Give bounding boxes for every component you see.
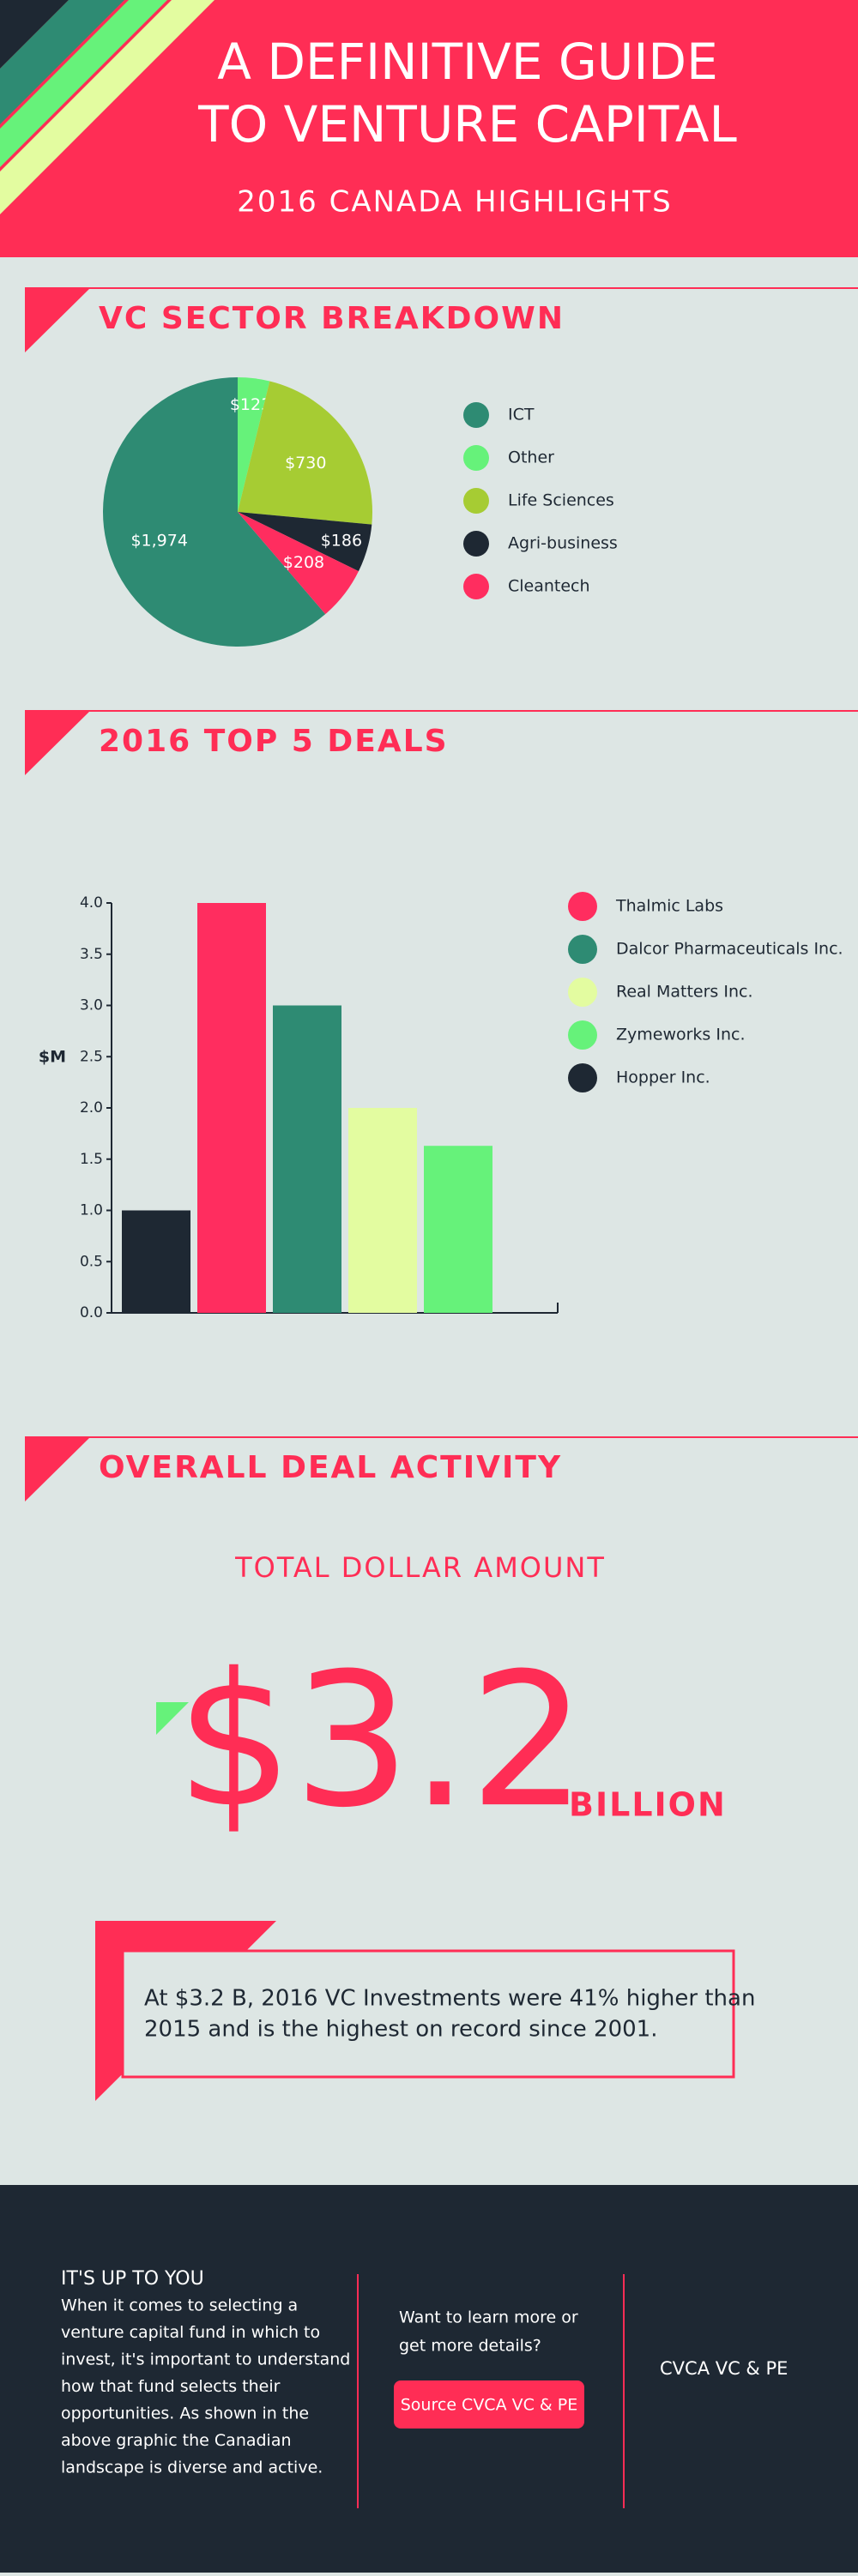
paragraph-line: opportunities. As shown in the bbox=[61, 2404, 309, 2423]
paragraph-line: When it comes to selecting a bbox=[61, 2296, 298, 2315]
y-tick-label: 0.0 bbox=[80, 1304, 103, 1321]
paragraph-line: venture capital fund in which to bbox=[61, 2323, 320, 2342]
legend-swatch bbox=[568, 1020, 597, 1050]
legend-swatch bbox=[568, 978, 597, 1007]
paragraph-line: above graphic the Canadian bbox=[61, 2431, 292, 2450]
pie-slice bbox=[238, 512, 359, 615]
paragraph-line: landscape is diverse and active. bbox=[61, 2459, 323, 2477]
stripe bbox=[0, 0, 167, 167]
legend-swatch bbox=[463, 488, 489, 514]
pie-slice bbox=[238, 381, 373, 525]
paragraph-line: how that fund selects their bbox=[61, 2377, 281, 2396]
legend-label: Cleantech bbox=[508, 577, 590, 596]
footer-prompt: get more details? bbox=[399, 2337, 541, 2356]
legend-label: Hopper Inc. bbox=[616, 1068, 710, 1087]
section-title: 2016 TOP 5 DEALS bbox=[99, 724, 449, 759]
pie-slice bbox=[238, 377, 270, 512]
legend-swatch bbox=[463, 445, 489, 471]
slice-label: $123 bbox=[230, 395, 271, 414]
footer-prompt: Want to learn more or bbox=[399, 2308, 578, 2327]
slice-label: $186 bbox=[321, 532, 362, 551]
slice-label: $1,974 bbox=[130, 531, 187, 550]
amount-unit: BILLION bbox=[569, 1786, 727, 1824]
bar bbox=[122, 1210, 190, 1313]
y-tick-label: 1.5 bbox=[80, 1151, 103, 1168]
corner-triangle bbox=[25, 1437, 90, 1502]
source-button[interactable]: Source CVCA VC & PE bbox=[394, 2380, 584, 2429]
bar bbox=[348, 1108, 417, 1313]
legend-swatch bbox=[568, 892, 597, 921]
legend-swatch bbox=[568, 935, 597, 964]
legend-label: Dalcor Pharmaceuticals Inc. bbox=[616, 940, 843, 959]
callout-box bbox=[121, 1949, 735, 2079]
header-title: A DEFINITIVE GUIDE bbox=[217, 33, 717, 91]
slice-label: $730 bbox=[285, 454, 326, 472]
y-tick-label: 0.5 bbox=[80, 1253, 103, 1270]
legend-swatch bbox=[463, 531, 489, 557]
y-tick-label: 4.0 bbox=[80, 894, 103, 912]
callout-text: 2015 and is the highest on record since … bbox=[144, 2017, 657, 2043]
stripe bbox=[0, 0, 124, 124]
section-head: OVERALL DEAL ACTIVITY bbox=[25, 1436, 858, 1502]
section-head: 2016 TOP 5 DEALS bbox=[25, 710, 858, 775]
y-tick-label: 2.0 bbox=[80, 1099, 103, 1116]
bar bbox=[197, 903, 266, 1313]
section-head: VC SECTOR BREAKDOWN bbox=[25, 287, 858, 352]
bar-chart: 0.0 0.5 1.0 1.5 2.0 2.5 3.0 3.5 4.0 $M Thalmic Lab… bbox=[39, 892, 843, 1321]
footer bbox=[0, 2185, 858, 2573]
legend-label: Other bbox=[508, 448, 554, 467]
footer-heading: IT'S UP TO YOU bbox=[61, 2268, 204, 2290]
legend-label: Zymeworks Inc. bbox=[616, 1026, 746, 1044]
paragraph-line: invest, it's important to understand bbox=[61, 2350, 350, 2369]
bar bbox=[273, 1005, 341, 1313]
y-tick-label: 3.5 bbox=[80, 946, 103, 963]
pie-slice bbox=[238, 512, 372, 572]
legend-swatch bbox=[463, 574, 489, 599]
accent-triangle bbox=[156, 1702, 189, 1735]
section-title: OVERALL DEAL ACTIVITY bbox=[99, 1450, 562, 1485]
button-bg[interactable] bbox=[394, 2380, 584, 2429]
legend-swatch bbox=[568, 1063, 597, 1092]
legend-label: Life Sciences bbox=[508, 491, 614, 510]
footer-brand: CVCA VC & PE bbox=[660, 2358, 788, 2379]
y-axis-label: $M bbox=[39, 1048, 66, 1067]
legend-swatch bbox=[463, 402, 489, 428]
stripe bbox=[0, 0, 214, 214]
amount-label: TOTAL DOLLAR AMOUNT bbox=[234, 1551, 606, 1584]
section-title: VC SECTOR BREAKDOWN bbox=[99, 301, 565, 336]
legend-label: Real Matters Inc. bbox=[616, 983, 753, 1002]
legend-label: ICT bbox=[508, 406, 535, 424]
corner-triangle bbox=[25, 288, 90, 352]
y-tick-label: 2.5 bbox=[80, 1048, 103, 1065]
bar bbox=[424, 1146, 492, 1313]
corner-triangle bbox=[25, 711, 90, 775]
y-tick-label: 1.0 bbox=[80, 1202, 103, 1219]
pie-chart: $1,974 ICT $123 Other $730 Life Sciences $186 A… bbox=[102, 377, 618, 647]
header-title: TO VENTURE CAPITAL bbox=[197, 95, 737, 153]
slice-label: $208 bbox=[283, 553, 324, 572]
y-tick-label: 3.0 bbox=[80, 997, 103, 1014]
footer-paragraph: When it comes to selecting a venture capi… bbox=[61, 2296, 350, 2477]
header-subtitle: 2016 CANADA HIGHLIGHTS bbox=[237, 185, 672, 220]
pie-slice bbox=[102, 377, 326, 647]
button-label[interactable]: Source CVCA VC & PE bbox=[401, 2396, 578, 2415]
legend-label: Thalmic Labs bbox=[615, 897, 723, 916]
legend-label: Agri-business bbox=[508, 534, 618, 553]
callout-text: At $3.2 B, 2016 VC Investments were 41% … bbox=[144, 1986, 755, 2012]
amount: $3.2 bbox=[176, 1633, 587, 1848]
